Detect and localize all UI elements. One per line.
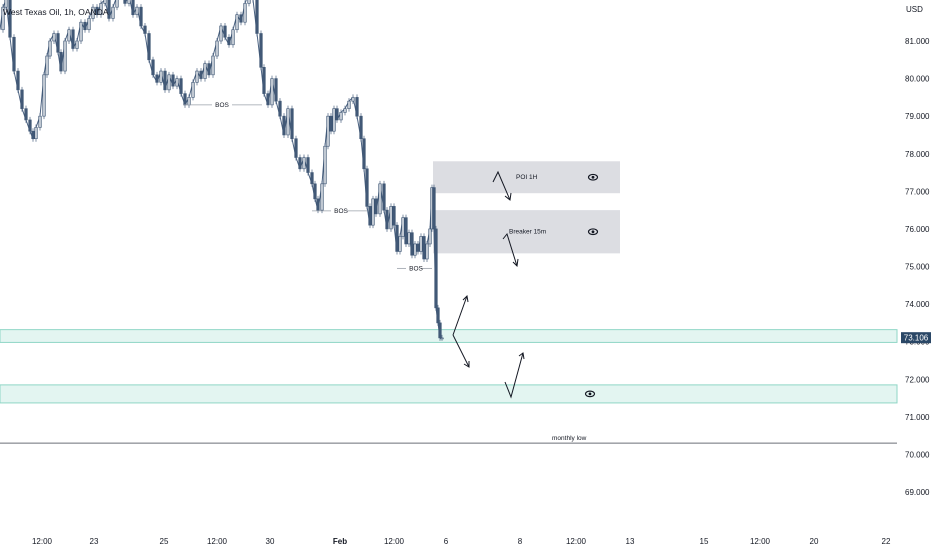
price-axis[interactable]	[897, 0, 932, 530]
zone-box[interactable]	[0, 384, 898, 404]
arrow-annotations	[452, 170, 525, 399]
time-axis-ticks: 12:00 23 25 12:00 30 Feb 12:00 6 8 12:00 13 15 12:00…	[32, 537, 891, 546]
price-series	[0, 0, 444, 341]
arrow-up-1	[452, 295, 468, 336]
arrow-head-up-3	[518, 352, 525, 360]
eye-icon[interactable]	[584, 390, 596, 398]
current-price-label: 73.106	[904, 334, 929, 343]
time-tick-label: 20	[810, 537, 819, 546]
price-tick-label: 81.000	[905, 37, 930, 46]
time-tick-label: 12:00	[32, 537, 53, 546]
zone-label: Breaker 15m	[509, 229, 546, 236]
eye-icon[interactable]	[587, 228, 599, 236]
arrow-down-2	[452, 334, 470, 368]
chart-title: West Texas Oil, 1h, OANDA	[3, 7, 109, 17]
zones-layer: POI 1H Breaker 15m	[0, 161, 898, 404]
price-tick-label: 75.000	[905, 263, 930, 272]
time-tick-label: 25	[160, 537, 169, 546]
price-tick-label: 74.000	[905, 300, 930, 309]
time-tick-label: 6	[444, 537, 449, 546]
price-tick-label: 79.000	[905, 112, 930, 121]
time-tick-label: 12:00	[207, 537, 228, 546]
time-tick-label: 13	[626, 537, 635, 546]
bos-layer: BOS BOS BOS	[183, 102, 432, 273]
price-tick-label: 71.000	[905, 413, 930, 422]
arrow-down-poi	[492, 170, 511, 201]
bos-label: BOS	[409, 266, 423, 273]
price-tick-label: 80.000	[905, 75, 930, 84]
time-tick-label: 15	[700, 537, 709, 546]
arrow-head-down-2	[463, 361, 470, 368]
current-price-marker[interactable]: 73.106	[901, 332, 931, 344]
time-tick-label: 8	[518, 537, 523, 546]
plot-area[interactable]	[0, 0, 897, 530]
time-tick-label: 23	[90, 537, 99, 546]
zone-box[interactable]	[0, 329, 898, 343]
time-tick-label: 12:00	[566, 537, 587, 546]
time-tick-label: 12:00	[384, 537, 405, 546]
time-axis[interactable]	[0, 530, 932, 550]
arrow-up-3	[504, 352, 524, 399]
bos-label: BOS	[334, 208, 348, 215]
time-tick-label: 12:00	[750, 537, 771, 546]
arrow-head-breaker	[512, 258, 519, 268]
time-tick-label: 22	[882, 537, 891, 546]
time-tick-label: Feb	[333, 537, 347, 546]
price-tick-label: 78.000	[905, 150, 930, 159]
time-tick-label: 30	[266, 537, 275, 546]
price-tick-label: 77.000	[905, 187, 930, 196]
arrow-head-poi	[504, 192, 512, 201]
price-tick-label: 76.000	[905, 225, 930, 234]
monthly-low-label: monthly low	[552, 435, 587, 442]
price-tick-label: 69.000	[905, 488, 930, 497]
bos-label: BOS	[215, 102, 229, 109]
arrow-down-breaker	[502, 232, 518, 267]
price-axis-currency: USD	[906, 5, 923, 14]
eye-icon[interactable]	[587, 173, 599, 181]
price-tick-label: 72.000	[905, 375, 930, 384]
zone-label: POI 1H	[516, 174, 538, 181]
price-tick-label: 70.000	[905, 450, 930, 459]
arrow-head-up-1	[462, 294, 469, 303]
